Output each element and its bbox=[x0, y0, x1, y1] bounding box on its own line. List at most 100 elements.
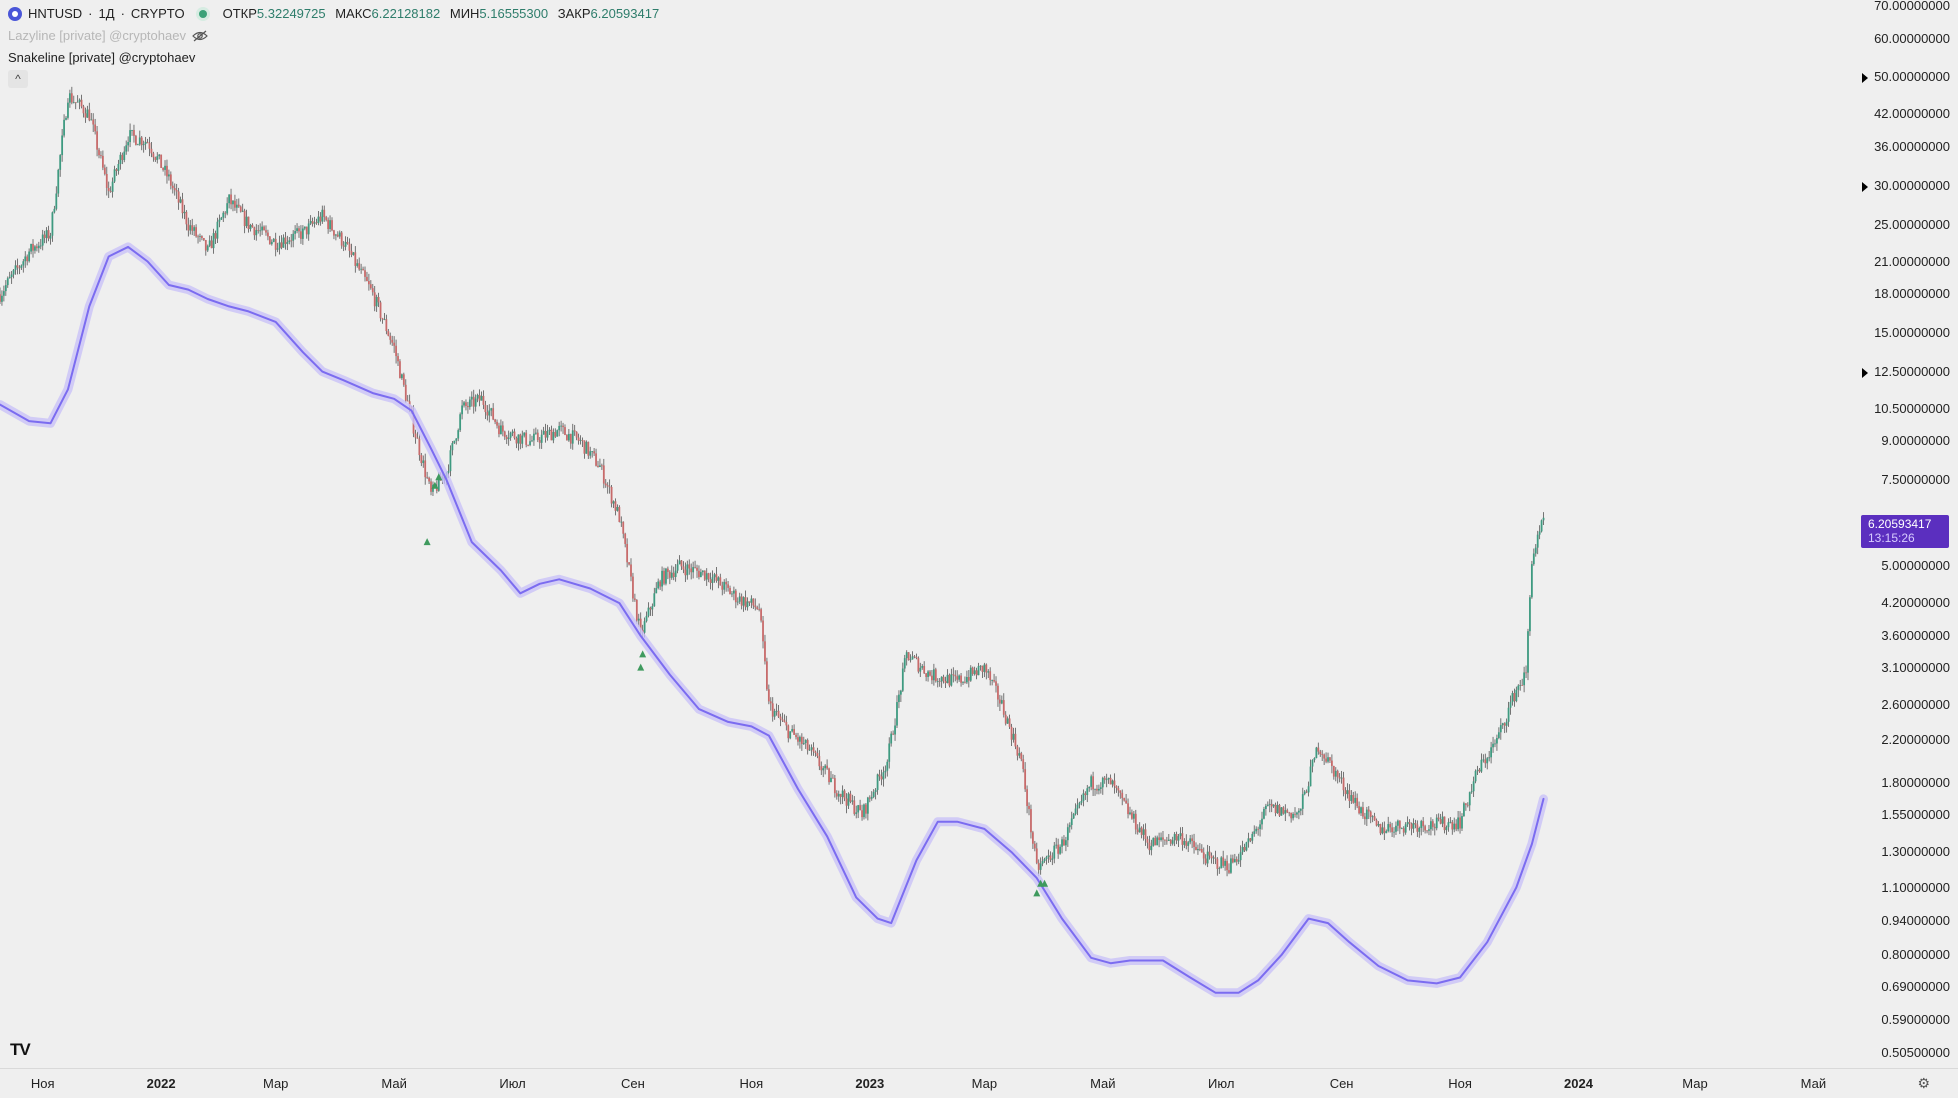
candle-body bbox=[1463, 803, 1465, 817]
candle-body bbox=[517, 434, 520, 444]
candle-body bbox=[133, 130, 135, 136]
candle-body bbox=[1362, 807, 1364, 817]
candle-body bbox=[606, 485, 609, 487]
price-axis[interactable]: 70.00000000 60.00000000 50.00000000 42.0000… bbox=[1860, 0, 1958, 1068]
candle-body bbox=[467, 405, 469, 408]
candle-body bbox=[1041, 861, 1044, 864]
candle-body bbox=[1369, 811, 1372, 817]
candle-body bbox=[585, 441, 588, 454]
candle-body bbox=[577, 437, 580, 441]
interval[interactable]: 1Д bbox=[98, 6, 115, 21]
candle-body bbox=[88, 109, 91, 121]
candle-body bbox=[612, 501, 615, 504]
market-status-icon[interactable] bbox=[198, 9, 207, 18]
candle-body bbox=[173, 188, 176, 191]
candle-body bbox=[919, 667, 922, 672]
candle-body bbox=[1532, 553, 1535, 565]
candle-body bbox=[1148, 842, 1151, 851]
time-label: Сен bbox=[621, 1076, 645, 1091]
candle-body bbox=[527, 444, 530, 446]
candle-body bbox=[599, 465, 601, 467]
collapse-legend-button[interactable]: ^ bbox=[8, 70, 28, 88]
candle-body bbox=[789, 731, 792, 739]
candle-body bbox=[503, 431, 506, 437]
candle-body bbox=[602, 465, 605, 484]
candle-body bbox=[618, 507, 621, 523]
candle-body bbox=[954, 675, 957, 677]
candle-body bbox=[195, 227, 197, 237]
indicator-name[interactable]: Lazyline [private] @cryptohaev bbox=[8, 28, 186, 43]
axis-marker-arrow-icon[interactable] bbox=[1862, 367, 1868, 378]
candle-body bbox=[1472, 781, 1475, 792]
signals-group bbox=[423, 473, 1049, 897]
candle-body bbox=[1002, 700, 1005, 715]
candle-body bbox=[168, 174, 170, 177]
candle-body bbox=[1428, 829, 1430, 831]
price-label: 15.00000000 bbox=[1874, 324, 1950, 340]
candle-body bbox=[1200, 849, 1203, 853]
candle-body bbox=[1282, 807, 1285, 814]
candle-body bbox=[1408, 822, 1411, 824]
candle-body bbox=[1482, 759, 1485, 761]
candle-body bbox=[552, 431, 555, 441]
candle-body bbox=[391, 339, 394, 343]
candle-body bbox=[717, 577, 720, 581]
candle-body bbox=[1125, 800, 1127, 804]
candle-body bbox=[251, 224, 254, 228]
symbol-name[interactable]: HNTUSD bbox=[28, 6, 83, 21]
candle-body bbox=[1032, 832, 1034, 844]
candle-body bbox=[703, 570, 706, 580]
candle-body bbox=[1156, 837, 1159, 846]
candle-body bbox=[338, 232, 341, 237]
candle-body bbox=[562, 425, 564, 428]
hidden-eye-icon[interactable] bbox=[192, 30, 208, 42]
indicator-legend-snakeline[interactable]: Snakeline [private] @cryptohaev bbox=[8, 50, 195, 65]
axis-marker-arrow-icon[interactable] bbox=[1862, 181, 1868, 192]
candle-body bbox=[1453, 823, 1456, 830]
candle-body bbox=[975, 670, 978, 676]
price-label: 60.00000000 bbox=[1874, 30, 1950, 46]
candle-body bbox=[878, 774, 881, 777]
candle-body bbox=[230, 194, 232, 205]
candle-body bbox=[1049, 855, 1052, 860]
candle-body bbox=[1402, 828, 1405, 833]
candle-body bbox=[769, 701, 772, 704]
ohlc-values: ОТКР5.32249725 МАКС6.22128182 МИН5.16555… bbox=[223, 6, 666, 21]
candle-body bbox=[389, 335, 392, 340]
candle-body bbox=[917, 658, 920, 672]
candle-body bbox=[156, 156, 159, 160]
time-axis[interactable]: ⚙ Ноя 2022 Мар Май Июл Сен Ноя 2023 Мар Май Июл Сен… bbox=[0, 1068, 1958, 1098]
candle-body bbox=[117, 164, 120, 171]
candle-body bbox=[1348, 790, 1351, 801]
candle-body bbox=[228, 194, 231, 204]
candle-body bbox=[1373, 816, 1376, 821]
candle-body bbox=[762, 620, 764, 642]
candle-body bbox=[253, 227, 256, 236]
candle-body bbox=[956, 676, 959, 680]
candle-body bbox=[983, 664, 986, 672]
candle-body bbox=[880, 776, 883, 780]
candle-body bbox=[694, 567, 696, 568]
settings-icon[interactable]: ⚙ bbox=[1917, 1075, 1930, 1091]
signal-marker bbox=[435, 473, 443, 481]
candle-body bbox=[548, 429, 551, 431]
tradingview-logo-icon[interactable]: TV bbox=[10, 1040, 31, 1059]
candle-body bbox=[589, 451, 592, 456]
indicator-legend-lazyline[interactable]: Lazyline [private] @cryptohaev bbox=[8, 28, 208, 43]
candle-body bbox=[1294, 813, 1296, 815]
candle-body bbox=[399, 361, 401, 379]
candle-body bbox=[639, 618, 642, 630]
candle-body bbox=[1410, 823, 1413, 829]
indicator-name[interactable]: Snakeline [private] @cryptohaev bbox=[8, 50, 196, 65]
candle-body bbox=[138, 137, 141, 145]
chart-plot-area[interactable] bbox=[0, 0, 1860, 1068]
candle-body bbox=[538, 440, 541, 443]
candle-body bbox=[103, 167, 106, 174]
candle-body bbox=[311, 221, 314, 224]
signal-marker bbox=[1041, 879, 1049, 887]
candle-body bbox=[41, 234, 44, 246]
candle-body bbox=[903, 658, 906, 669]
candle-body bbox=[171, 185, 174, 189]
axis-marker-arrow-icon[interactable] bbox=[1862, 73, 1868, 84]
candle-body bbox=[977, 666, 980, 676]
